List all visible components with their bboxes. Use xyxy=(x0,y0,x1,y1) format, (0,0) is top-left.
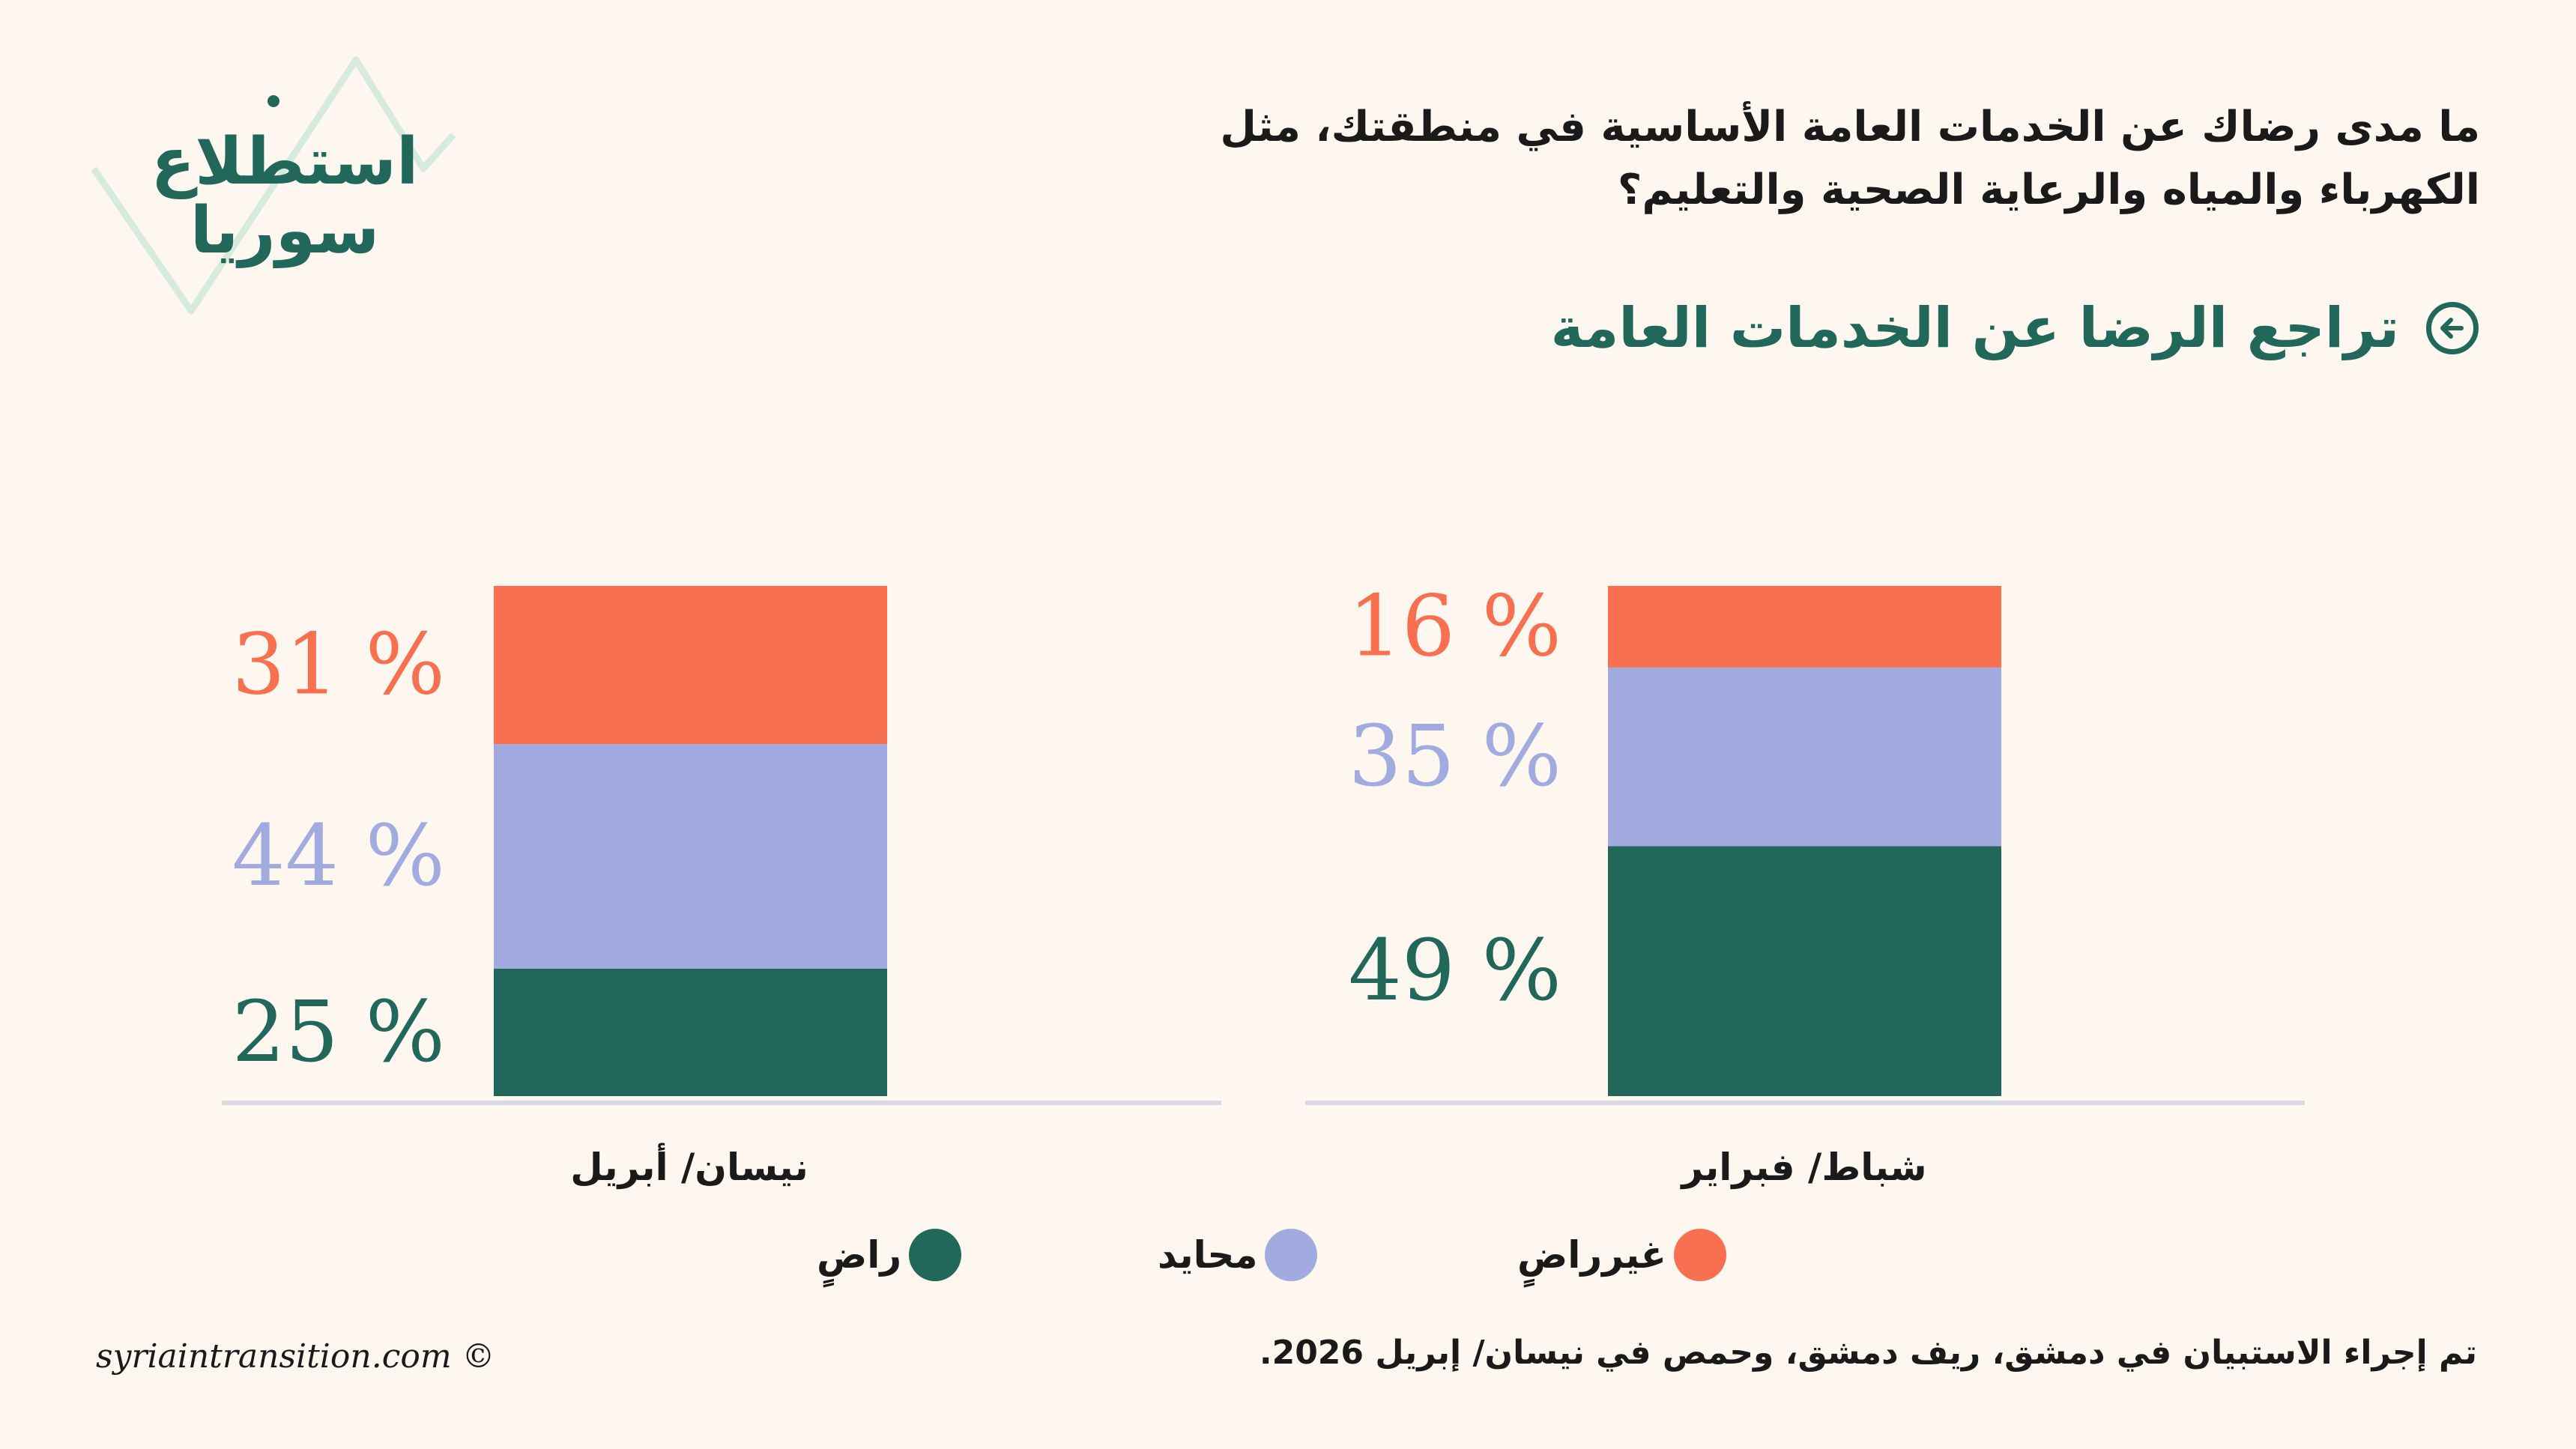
bar-segment xyxy=(494,744,887,969)
logo-line-2: سوريا xyxy=(190,193,380,268)
copyright: syriaintransition.com © xyxy=(96,1337,495,1376)
bar-segment xyxy=(494,968,887,1096)
legend-dot-unsatisfied xyxy=(1673,1229,1726,1281)
data-label: 16 % xyxy=(1348,578,1561,675)
category-label: شباط/ فبراير xyxy=(1679,1146,1926,1190)
subtitle: تراجع الرضا عن الخدمات العامة xyxy=(1551,296,2479,360)
bar-segment xyxy=(1608,667,2001,847)
legend-label-neutral: محايد xyxy=(1158,1233,1258,1277)
legend-label-satisfied: راضٍ xyxy=(817,1233,902,1277)
logo-zigzag-graphic xyxy=(91,56,456,315)
legend-dot-satisfied xyxy=(909,1229,962,1281)
subtitle-text: تراجع الرضا عن الخدمات العامة xyxy=(1550,296,2399,360)
legend-label-unsatisfied: غيرراضٍ xyxy=(1517,1233,1666,1277)
bar-segment xyxy=(1608,586,2001,668)
arrow-circle-icon xyxy=(2426,302,2479,354)
data-label: 49 % xyxy=(1348,922,1561,1020)
bar-segment xyxy=(494,586,887,745)
logo-text: استطلاع سوريا xyxy=(150,127,420,265)
data-label: 25 % xyxy=(232,984,445,1081)
data-label: 44 % xyxy=(232,808,445,905)
logo: استطلاع سوريا xyxy=(82,52,472,322)
category-label: نيسان/ أبريل xyxy=(570,1143,808,1190)
legend-item-unsatisfied: غيرراضٍ xyxy=(1487,1229,1726,1281)
survey-note: تم إجراء الاستبيان في دمشق، ريف دمشق، وح… xyxy=(1259,1334,2477,1372)
chart-legend: راضٍ محايد غيرراضٍ xyxy=(0,1229,2576,1296)
legend-dot-neutral xyxy=(1265,1229,1318,1281)
bar-segment xyxy=(1608,846,2001,1096)
logo-line-1: استطلاع xyxy=(151,124,419,199)
survey-question: ما مدى رضاك عن الخدمات العامة الأساسية ف… xyxy=(1220,103,2480,214)
legend-item-neutral: محايد xyxy=(1128,1229,1318,1281)
legend-item-satisfied: راضٍ xyxy=(787,1229,962,1281)
stacked-bar-chart: 25 % 44 % 31 % نيسان/ أبريل 49 % 35 % 16 % شباط… xyxy=(222,578,2305,1190)
data-label: 35 % xyxy=(1348,708,1561,805)
data-label: 31 % xyxy=(232,617,445,714)
